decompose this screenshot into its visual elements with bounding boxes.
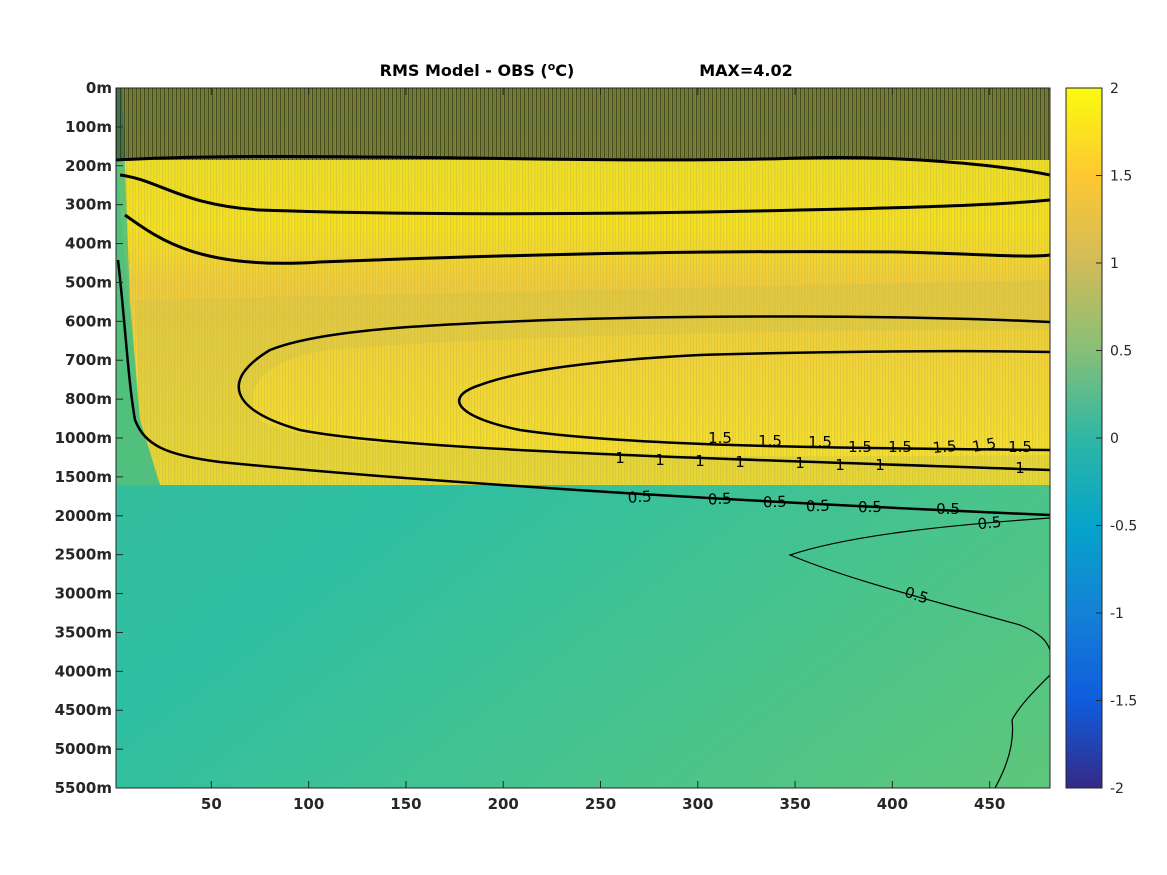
contour-1-outer <box>237 315 1050 472</box>
y-tick-label: 4500m <box>55 701 112 719</box>
surface-shade <box>116 88 1050 160</box>
colorbar-tick-label: 1.5 <box>1110 169 1132 185</box>
x-tick-label: 150 <box>390 795 421 813</box>
y-tick-label: 600m <box>65 312 112 330</box>
x-tick-label: 400 <box>877 795 908 813</box>
contour-label: 1.5 <box>888 438 912 456</box>
contour-1p5-upper <box>119 173 1050 216</box>
contour-label: 1 <box>795 454 805 472</box>
y-tick-label: 800m <box>65 390 112 408</box>
contour-label: 1 <box>735 453 745 471</box>
y-tick-label: 1000m <box>55 429 112 447</box>
warm-band-texture <box>116 88 1050 485</box>
y-tick-label: 5500m <box>55 779 112 797</box>
contour-label: 0.5 <box>707 489 732 508</box>
x-tick-label: 300 <box>682 795 713 813</box>
contour-label-group: 0.5 0.5 0.5 0.5 0.5 0.50.50.51 1 1 1 1 1 1 11.5 1.5 1.… <box>615 429 1032 607</box>
x-tick-label: 250 <box>585 795 616 813</box>
x-tick-label: 50 <box>201 795 222 813</box>
contour-lines <box>116 154 1050 788</box>
contour-label: 1 <box>695 452 705 470</box>
colorbar-tick-label: 0 <box>1110 431 1119 447</box>
colorbar-tick-label: -1.5 <box>1110 694 1137 710</box>
contour-label: 1.5 <box>932 437 957 457</box>
contour-label: 1 <box>875 456 885 474</box>
contour-label: 1 <box>615 449 625 467</box>
surface-noise <box>116 88 1050 160</box>
heatmap-area: 0.5 0.5 0.5 0.5 0.5 0.50.50.51 1 1 1 1 1 1 11.5 1.5 1.… <box>116 88 1050 788</box>
contour-label: 1.5 <box>971 434 998 456</box>
contour-label: 1.5 <box>848 438 872 456</box>
contour-0p5-deep <box>788 517 1050 651</box>
y-tick-label: 500m <box>65 273 112 291</box>
contour-1p5-inner <box>458 349 1050 452</box>
y-tick-label: 100m <box>65 118 112 136</box>
colorbar-tick-label: -2 <box>1110 781 1124 797</box>
colorbar-tick-label: 2 <box>1110 81 1119 97</box>
y-tick-label: 0m <box>86 79 112 97</box>
contour-label: 0.5 <box>806 497 830 516</box>
contour-label: 1.5 <box>708 429 732 447</box>
contour-label: 1 <box>1015 459 1025 477</box>
colorbar-tick-label: 1 <box>1110 256 1119 272</box>
y-tick-label: 400m <box>65 235 112 253</box>
y-tick-label: 2500m <box>55 546 112 564</box>
y-tick-label: 200m <box>65 157 112 175</box>
colorbar-tick-label: -0.5 <box>1110 519 1137 535</box>
y-tick-label: 3500m <box>55 623 112 641</box>
x-tick-label: 350 <box>779 795 810 813</box>
y-axis: 0m 100m 200m 300m 400m 500m 600m 700m 800m 1000m 1… <box>55 79 123 797</box>
x-tick-label: 450 <box>974 795 1005 813</box>
contour-2 <box>116 154 1050 177</box>
y-tick-label: 700m <box>65 351 112 369</box>
contour-label: 0.5 <box>936 500 960 518</box>
colorbar-ticks: 2 1.5 1 0.5 0 -0.5 -1 -1.5 -2 <box>1096 81 1137 797</box>
contour-1p5-b <box>124 213 1050 265</box>
x-axis: 50 100 150 200 250 300 350 400 450 <box>201 88 1005 813</box>
contour-0p5-left <box>116 259 1050 517</box>
y-tick-label: 3000m <box>55 585 112 603</box>
contour-label: 0.5 <box>977 513 1003 533</box>
y-tick-label: 4000m <box>55 662 112 680</box>
contour-0p5-bottom <box>994 674 1050 788</box>
contour-label: 1.5 <box>758 432 782 450</box>
contour-label: 1.5 <box>1008 438 1032 456</box>
chart-title: RMS Model - OBS (oC) <box>380 60 575 80</box>
contour-label: 0.5 <box>763 493 787 512</box>
colorbar-tick-label: 0.5 <box>1110 344 1132 360</box>
y-tick-label: 1500m <box>55 468 112 486</box>
contour-label: 1 <box>655 451 665 469</box>
x-tick-label: 100 <box>293 795 324 813</box>
x-tick-label: 200 <box>488 795 519 813</box>
contour-label: 0.5 <box>627 487 652 507</box>
y-tick-label: 300m <box>65 196 112 214</box>
contour-label: 1.5 <box>808 433 832 451</box>
y-tick-label: 5000m <box>55 740 112 758</box>
left-column <box>116 88 160 485</box>
max-label: MAX=4.02 <box>699 61 793 80</box>
colorbar-tick-label: -1 <box>1110 606 1124 622</box>
y-tick-label: 2000m <box>55 507 112 525</box>
contour-label: 0.5 <box>858 498 882 516</box>
contour-label: 1 <box>835 456 845 474</box>
